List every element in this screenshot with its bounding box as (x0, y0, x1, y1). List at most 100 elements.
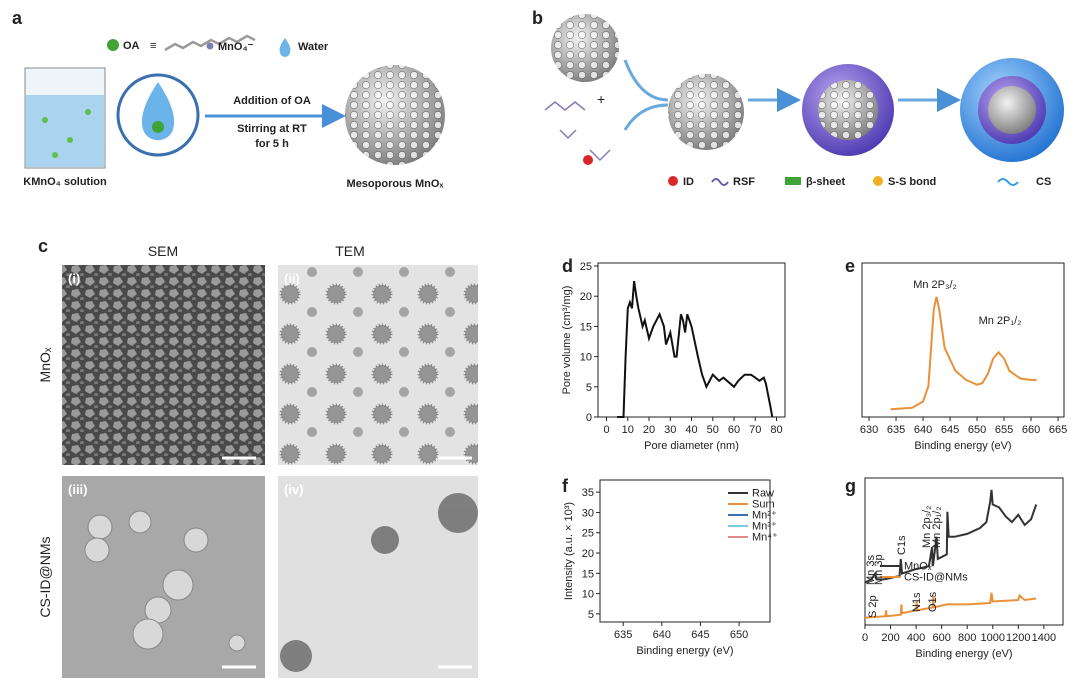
legend-label: MnO₄⁻ (218, 41, 254, 53)
step: for 5 h (255, 138, 289, 150)
panel-c: c SEM TEM MnOₓ CS-ID@NMs (i) (ii) (iii) … (37, 236, 478, 678)
x-tick-label: 400 (907, 632, 925, 644)
annotation: O1s (927, 591, 939, 612)
legend-label: OA (123, 40, 140, 52)
x-axis-label: Pore diameter (nm) (644, 440, 739, 452)
sem-image (62, 265, 265, 465)
dot (67, 137, 73, 143)
legend-label: Mn³⁺ (752, 521, 777, 533)
dot (85, 109, 91, 115)
x-tick-label: 650 (968, 424, 986, 436)
pores (668, 74, 744, 150)
scale-bars (222, 456, 472, 669)
x-tick-label: 1000 (980, 632, 1004, 644)
pores (818, 80, 878, 140)
panel-label: d (562, 256, 573, 276)
x-tick-label: 650 (730, 629, 748, 641)
arrow (623, 59, 669, 131)
y-axis-label: Intensity (a.u. × 10³) (563, 502, 575, 600)
annotation: N1s (911, 592, 923, 612)
legend-icon (711, 178, 729, 186)
x-tick-label: 630 (860, 424, 878, 436)
panel-b: b + ID RSF β-sheet S-S bond CS (532, 8, 1064, 188)
legend-label: S-S bond (888, 176, 936, 188)
legend-label: Mn²⁺ (752, 510, 777, 522)
y-tick-label: 5 (588, 609, 594, 621)
legend-label: CS-ID@NMs (904, 572, 968, 584)
dot (42, 117, 48, 123)
x-tick-label: 30 (664, 424, 676, 436)
data-line (890, 296, 1037, 411)
chain (164, 34, 256, 52)
y-tick-label: 15 (580, 321, 592, 333)
x-tick-label: 600 (932, 632, 950, 644)
plus: + (597, 91, 605, 107)
x-tick-label: 0 (862, 632, 868, 644)
pores (345, 65, 445, 165)
panel-label: a (12, 8, 23, 28)
water-icon (279, 38, 291, 57)
legend-label: ID (683, 176, 694, 188)
x-tick-label: 80 (770, 424, 782, 436)
legend-icon (668, 176, 678, 186)
data-line (864, 489, 1038, 584)
pores (551, 14, 619, 82)
dot (52, 152, 58, 158)
y-tick-label: 0 (586, 412, 592, 424)
y-tick-label: 10 (580, 352, 592, 364)
x-tick-label: 40 (685, 424, 697, 436)
x-tick-label: 635 (614, 629, 632, 641)
product-label: Mesoporous MnOₓ (347, 178, 445, 190)
tem-image (278, 265, 478, 465)
y-tick-label: 10 (582, 589, 594, 601)
panel-label: e (845, 256, 855, 276)
legend-label: Mn⁴⁺ (752, 532, 778, 544)
x-tick-label: 50 (707, 424, 719, 436)
oa (152, 121, 164, 133)
legend-label: MnOₓ (904, 561, 932, 573)
x-tick-label: 655 (995, 424, 1013, 436)
water (26, 95, 104, 167)
panel-label: c (38, 236, 48, 256)
image-label: (ii) (284, 271, 300, 286)
y-tick-label: 30 (582, 507, 594, 519)
x-tick-label: 0 (603, 424, 609, 436)
annotation: C1s (896, 535, 908, 555)
x-tick-label: 200 (881, 632, 899, 644)
image-label: (iii) (68, 482, 88, 497)
particles (280, 493, 478, 672)
row-header: MnOₓ (37, 347, 53, 382)
x-tick-label: 635 (887, 424, 905, 436)
row-header: CS-ID@NMs (37, 536, 53, 617)
plot-frame (861, 262, 1065, 418)
annotation: Mn 2P₁/₂ (979, 315, 1022, 327)
step: Stirring at RT (237, 123, 307, 135)
legend-label: RSF (733, 176, 755, 188)
core (988, 86, 1036, 134)
x-tick-label: 645 (941, 424, 959, 436)
x-axis-label: Binding energy (eV) (636, 645, 733, 657)
y-tick-label: 20 (580, 291, 592, 303)
legend-label: Water (298, 41, 329, 53)
x-tick-label: 660 (1022, 424, 1040, 436)
annotation: Mn 2p₃/₂ (921, 506, 933, 548)
legend-label: Raw (752, 488, 774, 500)
column-header: SEM (148, 243, 178, 259)
x-tick-label: 665 (1049, 424, 1067, 436)
plot-frame (864, 477, 1064, 626)
legend-icon (873, 176, 883, 186)
drop (141, 82, 175, 141)
data-line (864, 592, 1037, 619)
image-label: (i) (68, 271, 80, 286)
y-tick-label: 25 (582, 528, 594, 540)
annotation: Mn 2p₁/₂ (931, 506, 943, 548)
legend-label: Sum (752, 499, 775, 511)
x-tick-label: 60 (728, 424, 740, 436)
x-tick-label: 1200 (1006, 632, 1030, 644)
plot-frame (599, 479, 771, 623)
legend-label: CS (1036, 176, 1051, 188)
y-tick-label: 5 (586, 382, 592, 394)
x-tick-label: 640 (653, 629, 671, 641)
x-tick-label: 645 (691, 629, 709, 641)
